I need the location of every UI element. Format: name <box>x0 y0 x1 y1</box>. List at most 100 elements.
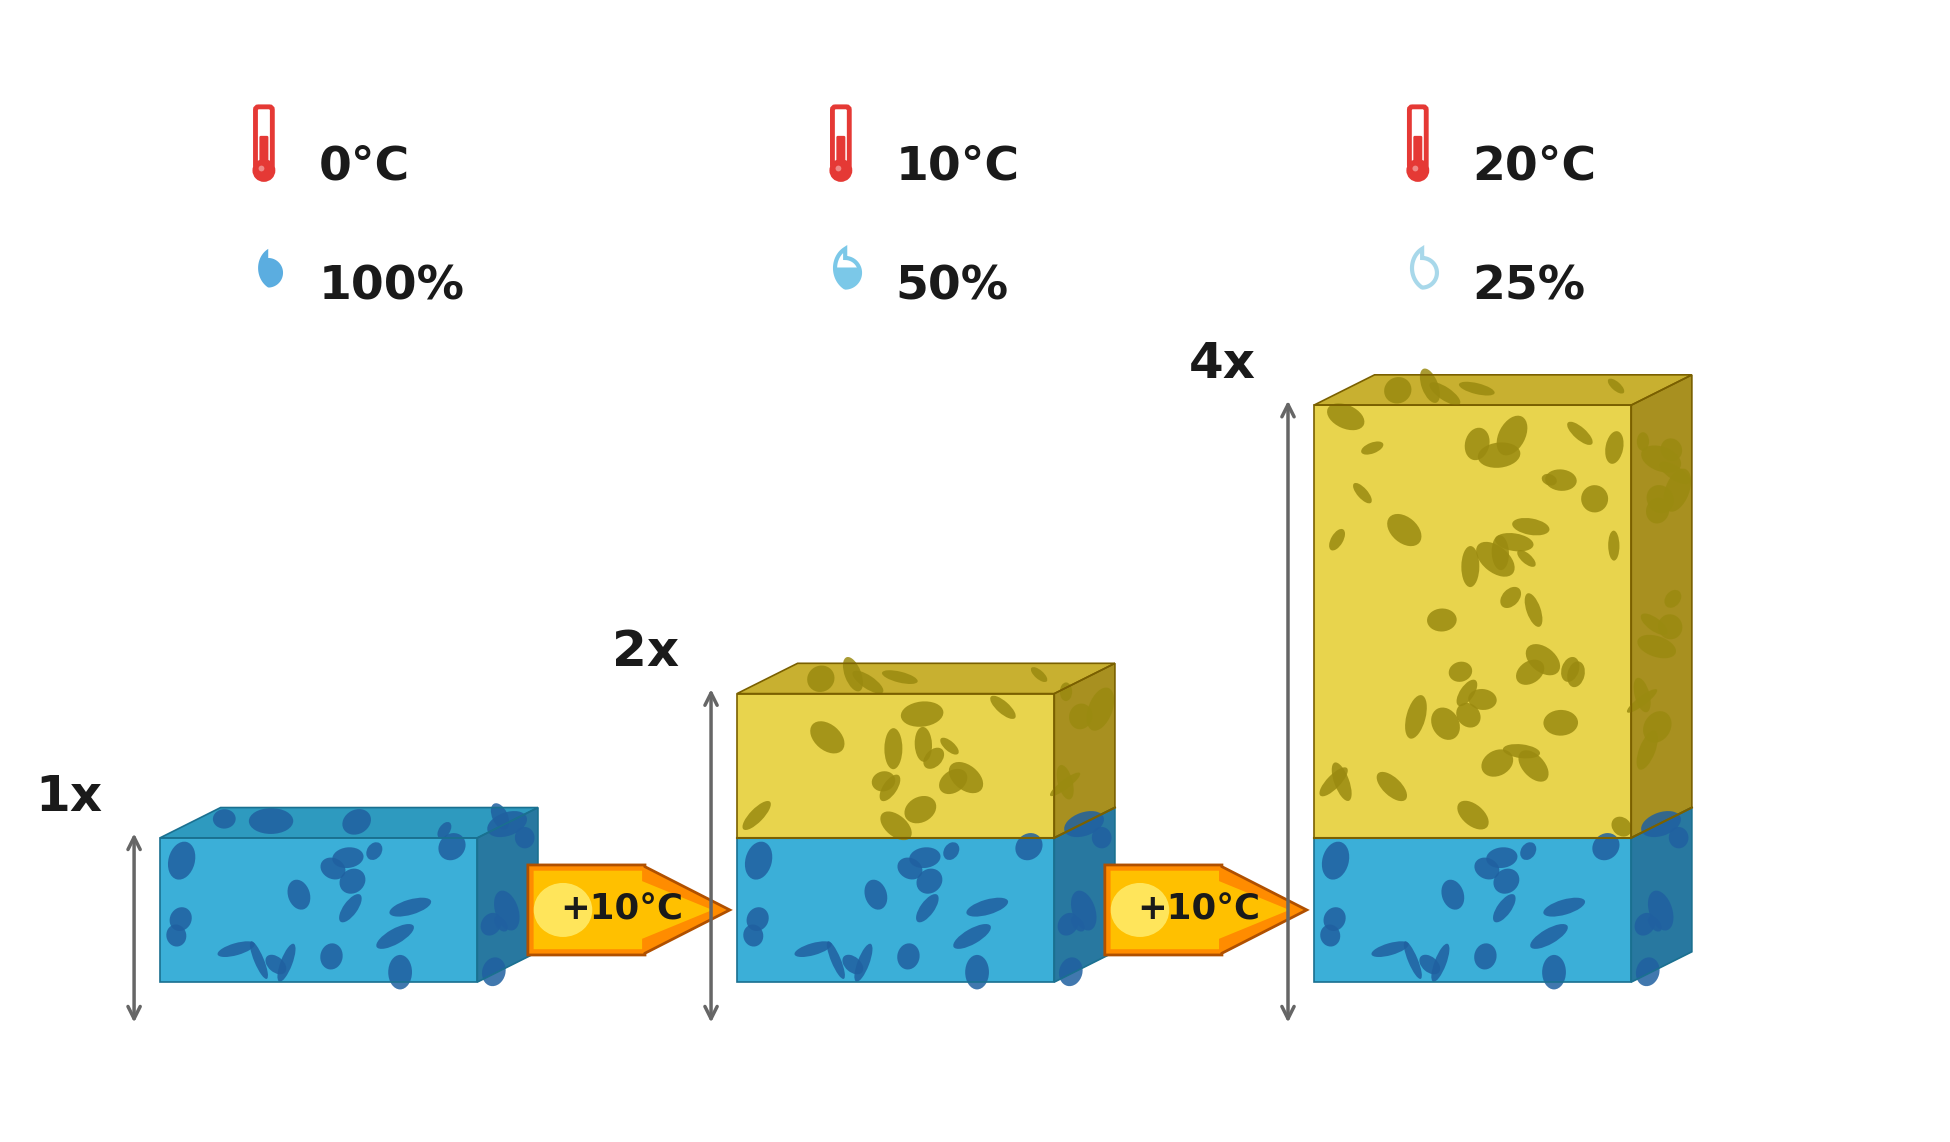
Ellipse shape <box>842 657 864 691</box>
Ellipse shape <box>493 916 507 932</box>
Ellipse shape <box>1384 377 1412 403</box>
Text: +10°C: +10°C <box>560 893 682 927</box>
Ellipse shape <box>1328 403 1365 431</box>
Ellipse shape <box>265 955 287 974</box>
Circle shape <box>835 166 840 171</box>
Ellipse shape <box>1459 381 1494 395</box>
Ellipse shape <box>1661 439 1683 461</box>
Ellipse shape <box>1320 925 1340 947</box>
Ellipse shape <box>320 943 343 970</box>
Ellipse shape <box>332 847 363 868</box>
FancyBboxPatch shape <box>837 136 846 163</box>
FancyBboxPatch shape <box>259 136 269 163</box>
Polygon shape <box>160 807 538 838</box>
Ellipse shape <box>1644 711 1671 742</box>
Ellipse shape <box>909 847 940 868</box>
FancyBboxPatch shape <box>1410 107 1425 168</box>
Ellipse shape <box>1474 943 1496 970</box>
Ellipse shape <box>991 695 1016 719</box>
Ellipse shape <box>1086 687 1113 731</box>
Circle shape <box>1412 166 1418 171</box>
Ellipse shape <box>376 924 413 949</box>
Ellipse shape <box>915 727 932 762</box>
Ellipse shape <box>1330 529 1346 550</box>
Ellipse shape <box>1404 941 1422 979</box>
Ellipse shape <box>482 957 505 987</box>
Ellipse shape <box>287 879 310 910</box>
Ellipse shape <box>1059 957 1082 987</box>
Ellipse shape <box>1515 660 1544 685</box>
Ellipse shape <box>879 812 913 841</box>
Ellipse shape <box>1464 428 1490 460</box>
Ellipse shape <box>1494 869 1519 894</box>
Ellipse shape <box>807 666 835 692</box>
Circle shape <box>259 166 265 171</box>
Ellipse shape <box>745 842 772 879</box>
Text: 1x: 1x <box>35 772 101 821</box>
Ellipse shape <box>1486 847 1517 868</box>
Ellipse shape <box>1642 811 1681 837</box>
Ellipse shape <box>1320 767 1347 796</box>
Ellipse shape <box>854 943 872 982</box>
Ellipse shape <box>1057 765 1074 799</box>
Ellipse shape <box>743 801 770 830</box>
Ellipse shape <box>1519 750 1548 781</box>
Ellipse shape <box>1568 661 1585 687</box>
Ellipse shape <box>1593 833 1620 860</box>
Polygon shape <box>1314 405 1632 838</box>
Ellipse shape <box>1636 957 1659 987</box>
Ellipse shape <box>1092 827 1111 849</box>
Ellipse shape <box>488 811 526 837</box>
Ellipse shape <box>1406 695 1427 739</box>
Ellipse shape <box>1353 483 1371 504</box>
Polygon shape <box>534 870 712 949</box>
Polygon shape <box>835 249 860 288</box>
Polygon shape <box>737 838 1055 982</box>
Polygon shape <box>737 693 1055 838</box>
Ellipse shape <box>1609 379 1624 394</box>
Ellipse shape <box>944 843 959 860</box>
Polygon shape <box>478 807 538 982</box>
Ellipse shape <box>1609 531 1618 561</box>
Ellipse shape <box>1457 679 1478 706</box>
Text: 20°C: 20°C <box>1472 145 1597 190</box>
Text: 2x: 2x <box>612 628 679 676</box>
Ellipse shape <box>493 891 519 931</box>
Ellipse shape <box>213 810 236 829</box>
Ellipse shape <box>1492 536 1509 570</box>
Ellipse shape <box>743 925 762 947</box>
Polygon shape <box>1055 807 1115 982</box>
Text: +10°C: +10°C <box>1137 893 1260 927</box>
Text: 10°C: 10°C <box>895 145 1020 190</box>
Ellipse shape <box>1542 898 1585 917</box>
Ellipse shape <box>277 943 296 982</box>
Ellipse shape <box>827 941 844 979</box>
Ellipse shape <box>1431 708 1461 740</box>
FancyBboxPatch shape <box>833 107 850 168</box>
Ellipse shape <box>1562 657 1580 682</box>
Ellipse shape <box>1542 474 1556 485</box>
Polygon shape <box>1632 807 1693 982</box>
Ellipse shape <box>1071 916 1084 932</box>
Text: 0°C: 0°C <box>318 145 410 190</box>
Ellipse shape <box>1638 635 1675 658</box>
Ellipse shape <box>1611 817 1632 837</box>
Ellipse shape <box>881 670 918 684</box>
Ellipse shape <box>1544 469 1578 491</box>
Ellipse shape <box>1648 891 1673 931</box>
Ellipse shape <box>1061 683 1073 701</box>
Ellipse shape <box>1449 661 1472 682</box>
Ellipse shape <box>1503 745 1540 758</box>
Circle shape <box>254 161 273 180</box>
FancyBboxPatch shape <box>255 107 273 168</box>
Ellipse shape <box>1420 955 1441 974</box>
Ellipse shape <box>1521 843 1537 860</box>
Ellipse shape <box>1377 772 1408 802</box>
Ellipse shape <box>747 907 768 931</box>
Ellipse shape <box>1542 710 1578 735</box>
Ellipse shape <box>1112 883 1170 936</box>
Ellipse shape <box>1494 894 1515 923</box>
Ellipse shape <box>1517 550 1537 566</box>
Ellipse shape <box>439 833 466 860</box>
Ellipse shape <box>916 894 938 923</box>
